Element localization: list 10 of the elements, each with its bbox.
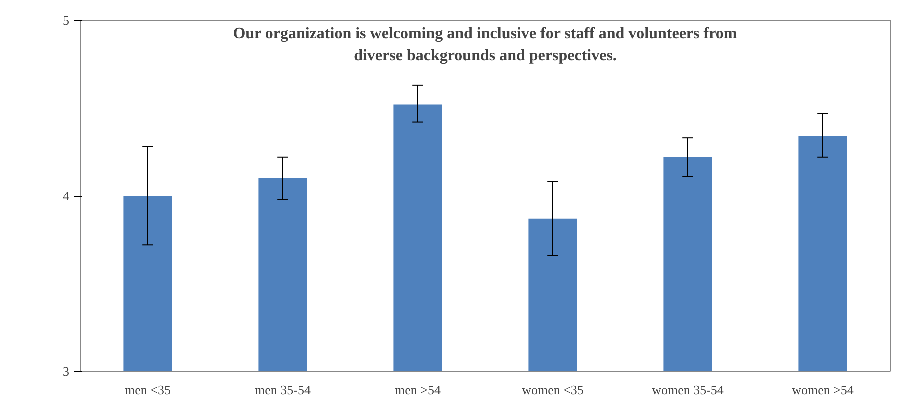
- x-tick-label: women >54: [792, 382, 854, 398]
- x-tick-label: men >54: [395, 382, 442, 398]
- x-tick-label: men 35-54: [255, 382, 312, 398]
- x-tick-label: women <35: [522, 382, 584, 398]
- x-tick-label: women 35-54: [652, 382, 724, 398]
- y-tick-label: 3: [63, 364, 70, 379]
- x-tick-label: men <35: [125, 382, 171, 398]
- y-tick-label: 4: [63, 188, 70, 204]
- y-tick-label: 5: [63, 13, 70, 28]
- text: Our organization is welcoming and inclusive for staff and volunteers from diverse backgrounds and perspectives.: [233, 26, 738, 64]
